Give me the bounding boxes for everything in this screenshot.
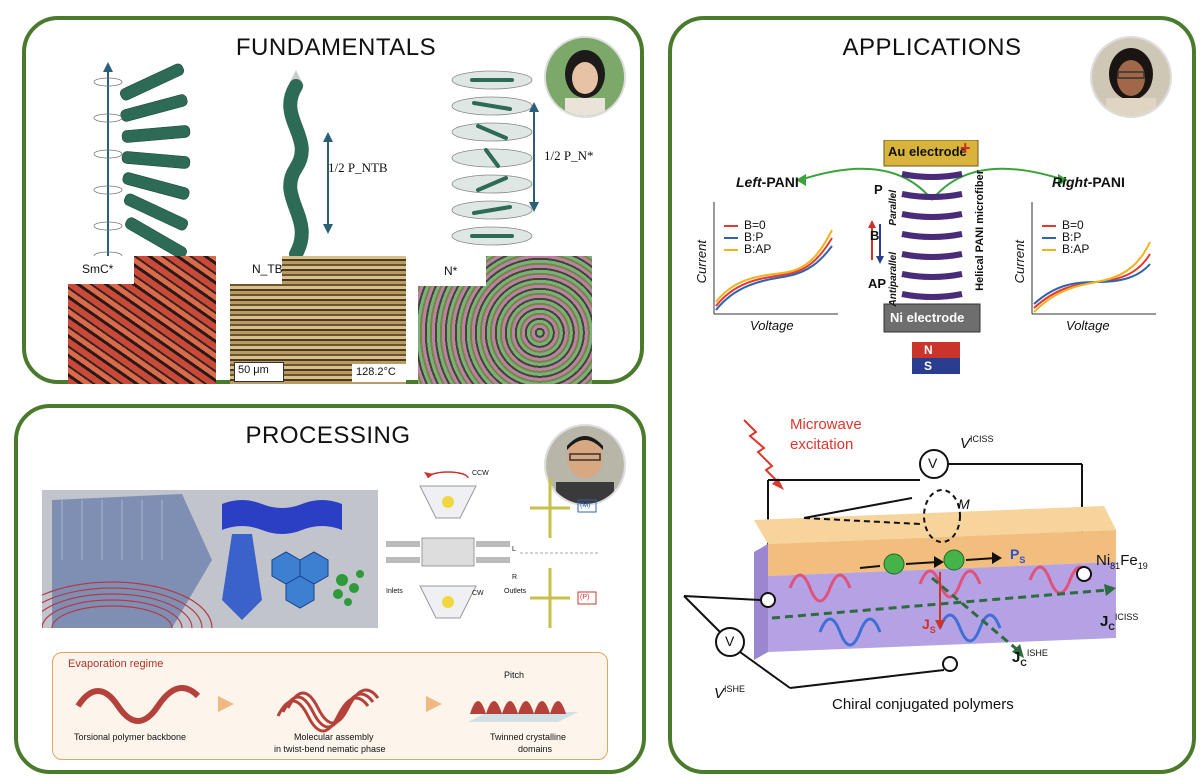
ap-field-label: AP [868,276,887,291]
evaporation-box [52,652,608,760]
microwave-label-line2: excitation [790,436,854,453]
au-electrode-label: Au electrode [888,144,967,159]
v-circle-top: V [928,455,938,471]
ps-label: PS [1010,546,1026,565]
processing-panel: PROCESSING [14,404,646,774]
avatar-processing [544,424,626,506]
left-pani-title: Left-PANI [736,174,799,190]
m-label: (M) [580,502,591,509]
smc-structure-diagram [93,62,191,265]
right-pani-iv-chart [1031,202,1156,315]
stage2-label-line2: in twist-bend nematic phase [274,744,386,754]
right-legend-bp: B:P [1062,230,1082,244]
stage2-label-line1: Molecular assembly [294,732,374,742]
ntb-label: N_TB [252,262,283,276]
right-legend-b0: B=0 [1062,218,1084,232]
p-field-label: P [874,182,883,197]
ntb-label-box [230,256,282,284]
antiparallel-label: Antiparallel [888,252,899,307]
applications-panel: APPLICATIONS Au electrode + Ni elec [668,16,1196,774]
right-voltage-label: Voltage [1066,318,1110,333]
smc-label: SmC* [82,262,114,276]
ncholesteric-diagram [451,70,533,246]
pitch-label: Pitch [504,670,525,680]
magnet-n-label: N [924,343,933,357]
ni-electrode-label: Ni electrode [890,310,965,325]
left-voltage-label: Voltage [750,318,794,333]
avatar-applications [1090,36,1172,118]
v-circle-left: V [725,633,735,649]
stage3-label-line1: Twinned crystalline [490,732,567,742]
microfluidic-diagram [386,471,600,628]
temp-box [352,364,406,382]
v-ishe-label: VISHE [714,684,746,702]
pitch-n-arrow [529,102,539,212]
right-legend-bap: B:AP [1062,242,1090,256]
r-label: R [512,574,518,581]
outlets-label: Outlets [504,588,527,595]
stage1-label: Torsional polymer backbone [74,732,187,742]
left-pani-iv-chart [713,202,838,315]
applications-title: APPLICATIONS [842,34,1022,61]
left-legend-bp: B:P [744,230,764,244]
evaporation-label: Evaporation regime [68,658,164,670]
inlets-label: Inlets [386,588,403,595]
plus-sign: + [960,138,971,158]
js-label: JS [922,616,936,635]
m-label: M [958,496,970,512]
left-legend-b0: B=0 [744,218,766,232]
ntb-helix-diagram [283,70,333,258]
v-iciss-label: VICISS [960,434,994,452]
left-legend-bap: B:AP [744,242,772,256]
jc-iciss-label: JCICISS [1100,612,1139,632]
pitch-ntb-label: 1/2 P_NTB [328,160,388,175]
spin-pumping-diagram [683,419,1116,689]
cw-label: CW [472,590,484,597]
temperature-label: 128.2°C [356,366,396,378]
ncholesteric-label-box [418,256,486,286]
ncholesteric-label: N* [444,264,458,278]
chiral-polymers-label: Chiral conjugated polymers [832,696,1014,713]
avatar-fundamentals [544,36,626,118]
right-pani-title: Right-PANI [1052,174,1125,190]
right-current-label: Current [1012,240,1027,284]
evaporation-stages [75,685,578,733]
nife-label: Ni81Fe19 [1096,552,1148,571]
fiber-sem-image [42,490,378,628]
fundamentals-panel: FUNDAMENTALS [22,16,644,384]
jc-ishe-label: JCISHE [1012,648,1048,668]
parallel-label: Parallel [888,190,899,226]
ccw-label: CCW [472,470,489,477]
processing-title: PROCESSING [245,422,411,449]
microwave-label-line1: Microwave [790,416,862,433]
scale-bar-label: 50 μm [238,364,269,376]
magnet-s-label: S [924,359,933,373]
b-field-label: B [870,228,880,243]
scale-bar-box [234,362,284,382]
l-label: L [512,546,516,553]
stage3-label-line2: domains [518,744,553,754]
left-current-label: Current [694,240,709,284]
fundamentals-title: FUNDAMENTALS [235,34,437,61]
pitch-n-label: 1/2 P_N* [544,148,594,163]
smc-label-box [68,256,134,284]
p-label: (P) [580,594,590,601]
pani-device-diagram [796,140,1068,374]
fiber-label: Helical PANI microfiber [974,170,986,291]
